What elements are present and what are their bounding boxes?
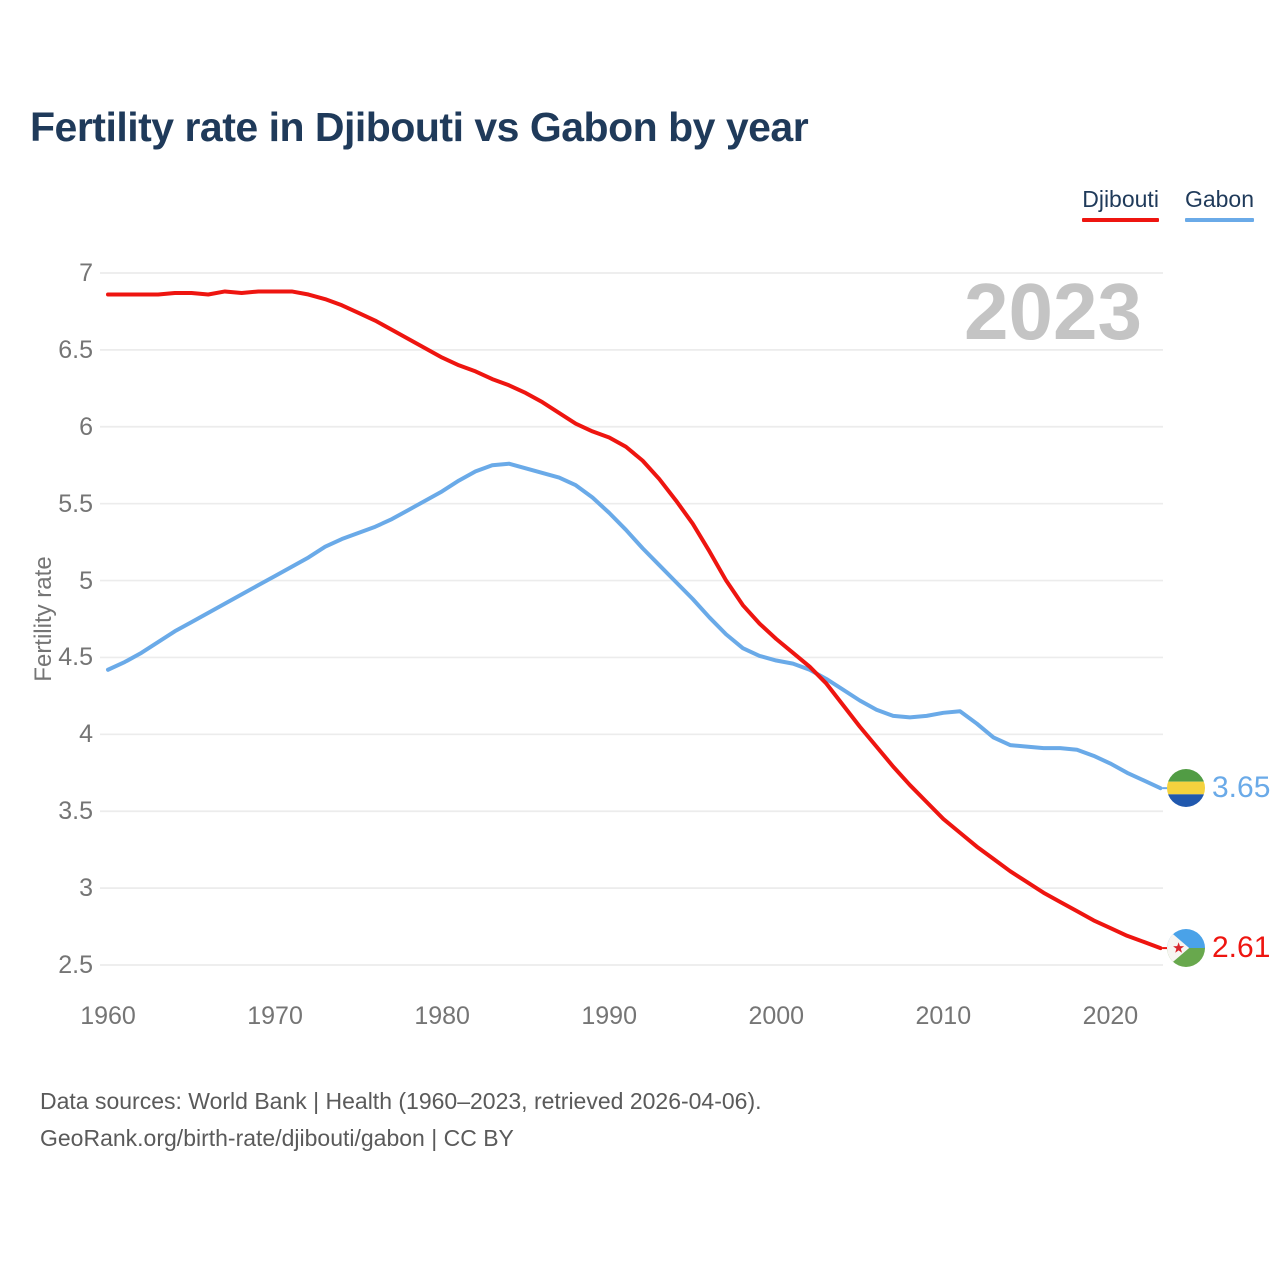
gabon-end-badge: 3.65 — [1167, 769, 1271, 808]
y-tick-label: 5.5 — [58, 489, 93, 518]
attribution-line: GeoRank.org/birth-rate/djibouti/gabon | … — [40, 1125, 514, 1151]
legend-color-bar-gabon — [1184, 218, 1254, 222]
year-watermark: 2023 — [964, 267, 1142, 356]
y-tick-label: 4.5 — [58, 643, 93, 672]
djibouti-flag-icon — [1167, 929, 1205, 968]
y-tick-label: 4 — [79, 720, 93, 749]
gabon-end-value: 3.65 — [1212, 771, 1271, 805]
legend-label-djibouti: Djibouti — [1082, 186, 1159, 212]
y-axis-title: Fertility rate — [30, 556, 57, 682]
djibouti-line[interactable] — [106, 289, 1163, 951]
legend-item-djibouti[interactable]: Djibouti — [1082, 186, 1159, 222]
legend-color-bar-djibouti — [1082, 218, 1159, 222]
gabon-flag-icon — [1167, 769, 1205, 808]
y-tick-label: 2.5 — [58, 951, 93, 979]
y-tick-label: 3 — [79, 874, 93, 903]
djibouti-end-badge: 2.61 — [1167, 929, 1271, 968]
source-footer: Data sources: World Bank | Health (1960–… — [40, 1083, 762, 1157]
x-tick-label: 1990 — [581, 1002, 637, 1030]
legend-label-gabon: Gabon — [1184, 186, 1254, 212]
x-tick-label: 1970 — [247, 1002, 303, 1030]
chart-legend: Djibouti Gabon — [1082, 186, 1254, 222]
x-tick-label: 2000 — [748, 1002, 805, 1030]
x-tick-label: 2010 — [915, 1002, 972, 1030]
y-tick-label: 6.5 — [58, 335, 93, 364]
djibouti-end-value: 2.61 — [1212, 931, 1271, 965]
source-line: Data sources: World Bank | Health (1960–… — [40, 1088, 762, 1114]
x-tick-label: 2020 — [1082, 1002, 1139, 1030]
y-tick-label: 7 — [79, 259, 93, 287]
legend-item-gabon[interactable]: Gabon — [1184, 186, 1254, 222]
y-tick-label: 3.5 — [58, 797, 93, 826]
y-tick-label: 5 — [79, 566, 93, 595]
y-tick-label: 6 — [79, 412, 93, 441]
page-title: Fertility rate in Djibouti vs Gabon by y… — [30, 104, 809, 150]
x-tick-label: 1960 — [80, 1002, 136, 1030]
x-tick-label: 1980 — [414, 1002, 470, 1030]
gabon-line[interactable] — [106, 461, 1163, 791]
